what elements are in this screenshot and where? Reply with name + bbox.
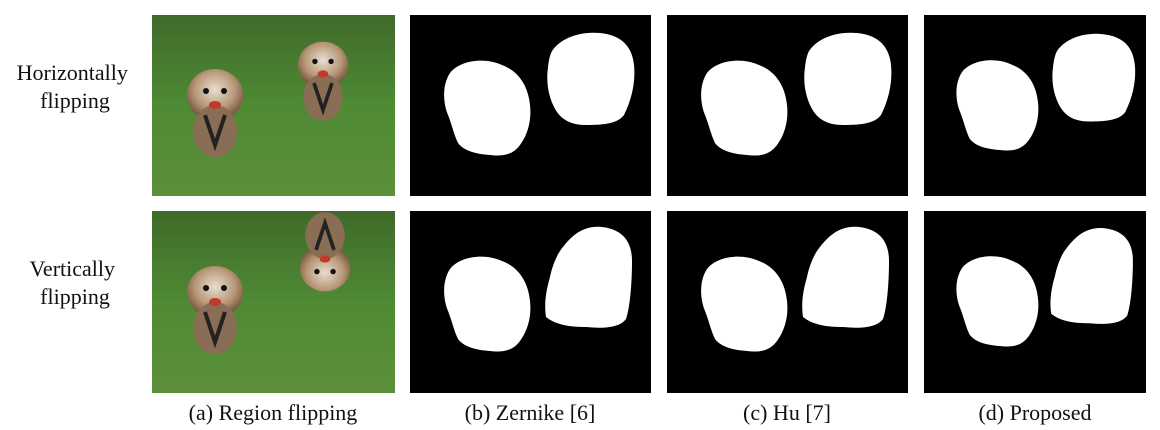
photo (152, 211, 395, 393)
figure: Horizontally flipping Vertically flippin… (0, 0, 1160, 430)
row-label: Vertically flipping (29, 256, 120, 309)
row-label-line: Vertically (29, 256, 115, 281)
mask (410, 211, 651, 393)
mask (667, 15, 908, 196)
mask (924, 211, 1146, 393)
caption: (a) Region flipping (189, 400, 358, 425)
caption: (d) Proposed (978, 400, 1091, 425)
caption: (b) Zernike [6] (465, 400, 596, 425)
mask (667, 211, 908, 393)
mask (924, 15, 1146, 196)
row-label-line: flipping (40, 88, 110, 113)
caption: (c) Hu [7] (743, 400, 831, 425)
row-label: Horizontally flipping (17, 60, 134, 113)
photo (152, 15, 395, 196)
row-label-line: Horizontally (17, 60, 128, 85)
row-label-line: flipping (40, 284, 110, 309)
mask (410, 15, 651, 196)
